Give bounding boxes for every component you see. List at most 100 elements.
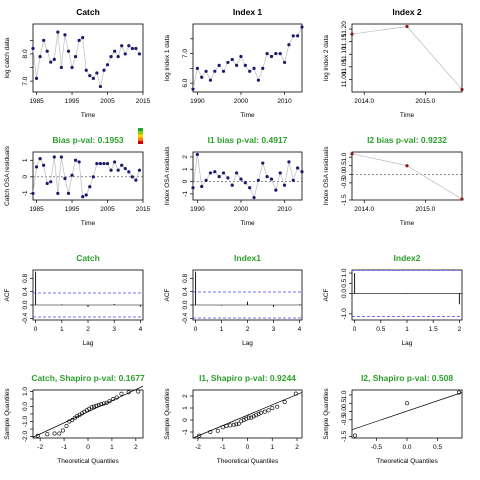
data-point xyxy=(252,195,256,200)
y-tick-label: 0 xyxy=(22,175,29,179)
data-point xyxy=(278,171,282,175)
reference-line xyxy=(192,392,303,439)
data-point xyxy=(195,66,199,70)
y-tick-label: 2 xyxy=(182,155,189,159)
x-tick-label: 1995 xyxy=(65,98,80,105)
data-point xyxy=(130,175,134,179)
data-point xyxy=(102,68,106,72)
plot-frame xyxy=(351,389,463,439)
quantile-point xyxy=(259,410,264,415)
data-point xyxy=(230,57,234,62)
y-tick-label: 0.0 xyxy=(22,300,29,309)
data-point xyxy=(77,38,81,42)
data-point xyxy=(49,180,53,184)
quantile-point xyxy=(136,389,141,394)
panel-5: I1 bias p-val: 0.4917 1990 2000 2010 -1 0 1 2 Ti… xyxy=(164,135,304,227)
data-point xyxy=(291,34,295,38)
data-point xyxy=(102,161,106,166)
y-tick-label: 0.8 xyxy=(22,273,29,282)
data-point xyxy=(256,178,260,182)
x-tick-label: -1 xyxy=(220,444,226,451)
plot-frame xyxy=(32,269,144,321)
legend-swatch xyxy=(138,128,143,132)
data-point xyxy=(221,171,226,175)
y-tick-label: 0.4 xyxy=(182,287,189,296)
series-line xyxy=(192,154,303,199)
data-point xyxy=(460,87,464,92)
y-tick-label: 0 xyxy=(182,179,189,183)
y-tick-label: 7.0 xyxy=(182,49,189,58)
panel-10: Catch, Shapiro p-val: 0.1677 -2 -1 0 1 2 -2.0 -… xyxy=(4,373,145,465)
quantile-point xyxy=(266,408,271,413)
data-point xyxy=(95,161,99,166)
data-point xyxy=(300,170,304,174)
x-axis-label: Theoretical Quantiles xyxy=(376,458,438,465)
quantile-point xyxy=(96,402,101,407)
x-tick-label: 2014.0 xyxy=(354,206,374,213)
data-point xyxy=(70,173,74,177)
x-axis-label: Lag xyxy=(83,340,94,347)
y-tick-label: -1.0 xyxy=(341,308,348,320)
y-tick-label: 7.0 xyxy=(22,76,29,85)
data-point xyxy=(45,181,49,186)
data-point xyxy=(105,161,110,166)
quantile-point xyxy=(220,425,225,430)
data-point xyxy=(84,68,88,72)
x-tick-label: 0 xyxy=(86,444,90,451)
data-point xyxy=(278,51,282,56)
data-point xyxy=(63,33,67,37)
data-point xyxy=(265,51,269,56)
data-point xyxy=(230,183,234,187)
data-point xyxy=(116,168,120,172)
data-point xyxy=(42,163,46,167)
data-point xyxy=(239,54,243,59)
y-tick-label: 1.0 xyxy=(22,387,29,396)
panel-title: Index 2 xyxy=(392,7,422,17)
plot-frame xyxy=(351,269,463,321)
data-point xyxy=(42,38,46,42)
data-point xyxy=(282,60,287,65)
data-point xyxy=(49,60,53,64)
x-tick-label: 1985 xyxy=(29,98,44,105)
quantile-point xyxy=(251,414,256,419)
data-point xyxy=(213,170,217,174)
x-tick-label: 1995 xyxy=(65,206,80,213)
x-tick-label: 2015 xyxy=(136,206,151,213)
y-tick-label: 0.0 xyxy=(182,300,189,309)
data-point xyxy=(405,24,409,29)
data-point xyxy=(56,191,60,195)
y-axis-label: log index 2 data xyxy=(323,35,330,81)
data-point xyxy=(350,32,354,36)
data-point xyxy=(56,30,60,34)
y-tick-label: 8.0 xyxy=(22,49,29,58)
legend-swatch xyxy=(138,140,143,144)
x-tick-label: 1 xyxy=(110,444,114,451)
x-tick-label: -2 xyxy=(37,444,43,451)
quantile-point xyxy=(256,411,261,416)
plot-frame xyxy=(192,151,303,201)
x-tick-label: 2010 xyxy=(277,98,292,105)
data-point xyxy=(31,46,35,51)
quantile-point xyxy=(126,390,131,395)
data-point xyxy=(296,166,300,170)
x-tick-label: 0.5 xyxy=(433,444,442,451)
x-tick-label: 2 xyxy=(134,444,138,451)
data-point xyxy=(98,84,103,89)
quantile-point xyxy=(57,431,62,436)
x-tick-label: 0 xyxy=(34,326,38,333)
data-point xyxy=(127,170,131,174)
quantile-point xyxy=(99,402,104,407)
series-line xyxy=(351,153,463,200)
data-point xyxy=(31,191,35,195)
data-point xyxy=(235,171,239,175)
quantile-point xyxy=(262,409,267,414)
data-point xyxy=(200,184,204,189)
y-tick-label: -1 xyxy=(22,190,29,196)
quantile-point xyxy=(70,417,75,422)
y-tick-label: 6.0 xyxy=(182,78,189,87)
y-tick-label: 0.0 xyxy=(341,169,348,178)
data-point xyxy=(405,164,409,168)
x-tick-label: 0.5 xyxy=(376,326,385,333)
data-point xyxy=(191,186,195,190)
y-tick-label: -1.0 xyxy=(22,416,29,428)
